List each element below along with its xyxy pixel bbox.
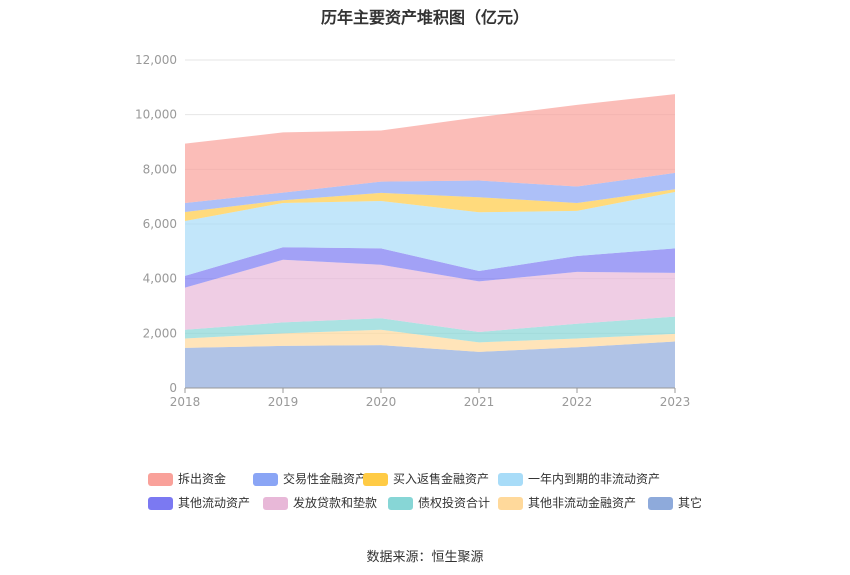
area-series-0 [185, 341, 675, 388]
x-tick-label: 2018 [170, 395, 201, 409]
legend-swatch [263, 497, 288, 510]
y-tick-label: 6,000 [143, 217, 177, 231]
legend-label: 发放贷款和垫款 [293, 496, 378, 510]
area-series-4 [185, 247, 675, 288]
x-tick-label: 2023 [660, 395, 691, 409]
legend-swatch [253, 473, 278, 486]
y-tick-label: 8,000 [143, 162, 177, 176]
area-series-1 [185, 329, 675, 352]
legend-swatch [388, 497, 413, 510]
area-series-7 [185, 172, 675, 212]
legend-swatch [498, 473, 523, 486]
legend-label: 债权投资合计 [418, 496, 491, 510]
area-series-2 [185, 316, 675, 343]
legend-swatch [148, 473, 173, 486]
data-source: 数据来源：恒生聚源 [366, 550, 484, 565]
y-tick-label: 0 [169, 381, 177, 395]
y-tick-label: 12,000 [135, 53, 177, 67]
y-tick-label: 10,000 [135, 108, 177, 122]
legend-label: 其他非流动金融资产 [528, 496, 637, 510]
x-tick-label: 2020 [366, 395, 397, 409]
legend-label: 其他流动资产 [178, 496, 251, 510]
legend-label: 拆出资金 [178, 472, 227, 486]
area-series-6 [185, 189, 675, 221]
y-tick-label: 2,000 [143, 326, 177, 340]
x-tick-label: 2021 [464, 395, 495, 409]
legend-label: 一年内到期的非流动资产 [528, 472, 661, 486]
legend-swatch [363, 473, 388, 486]
legend-swatch [648, 497, 673, 510]
legend-label: 买入返售金融资产 [393, 472, 490, 486]
chart-title: 历年主要资产堆积图（亿元） [320, 8, 529, 27]
legend-swatch [148, 497, 173, 510]
y-tick-label: 4,000 [143, 272, 177, 286]
legend-swatch [498, 497, 523, 510]
legend-label: 交易性金融资产 [283, 472, 368, 486]
area-series-5 [185, 192, 675, 276]
area-series-3 [185, 259, 675, 332]
x-tick-label: 2019 [268, 395, 299, 409]
legend-label: 其它 [678, 496, 703, 510]
area-series-8 [185, 94, 675, 203]
x-tick-label: 2022 [562, 395, 593, 409]
